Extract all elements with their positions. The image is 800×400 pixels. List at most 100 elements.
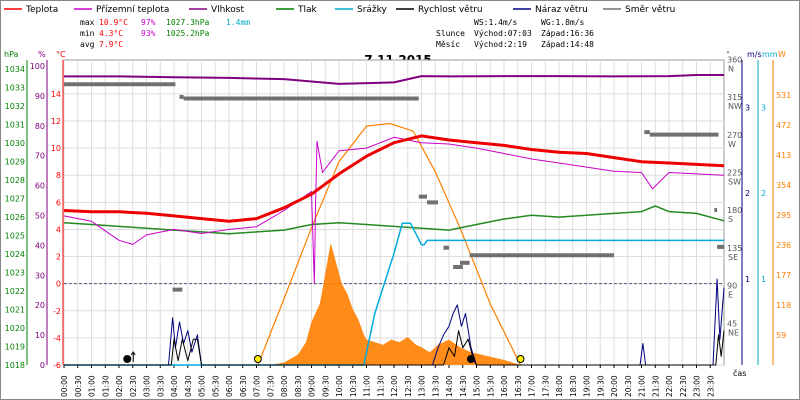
x-tick-label: 16:30	[514, 375, 523, 397]
legend-label: Náraz větru	[535, 5, 588, 15]
stats-max-press: 1027.3hPa	[166, 18, 210, 27]
stats-avg-label: avg	[80, 40, 95, 49]
stats-min-temp: 4.3°C	[99, 29, 123, 38]
x-tick-label: 19:00	[583, 375, 592, 397]
solar-area	[64, 243, 724, 365]
x-tick-label: 04:30	[184, 375, 193, 397]
series-teplota	[63, 134, 725, 223]
axis-hpa-tick: 1021	[5, 306, 25, 315]
axis-temp-tick: 10	[51, 144, 61, 153]
x-tick-label: 01:00	[88, 375, 97, 397]
axis-w-tick: 118	[776, 301, 791, 310]
info-sun-label: Slunce	[436, 29, 465, 38]
x-tick-label: 19:30	[596, 375, 605, 397]
axis-dir-name: E	[728, 291, 733, 300]
axis-hpa-tick: 1026	[5, 213, 25, 222]
axis-pct-tick: 40	[35, 241, 45, 250]
axis-hpa-tick: 1032	[5, 102, 25, 111]
axis-hpa-tick: 1022	[5, 287, 25, 296]
x-tick-label: 04:00	[170, 375, 179, 397]
info-moon-label: Měsíc	[436, 40, 460, 49]
x-tick-label: 20:00	[610, 375, 619, 397]
axis-dir-name: N	[728, 64, 734, 73]
axis-hpa-tick: 1025	[5, 232, 25, 241]
x-tick-label: 23:00	[693, 375, 702, 397]
x-tick-label: 09:30	[321, 375, 330, 397]
stats-max-temp: 10.9°C	[99, 18, 128, 27]
axis-dir-name: NE	[728, 328, 739, 337]
x-tick-label: 02:00	[115, 375, 124, 397]
axis-hpa-tick: 1018	[5, 361, 25, 370]
axis-ms-tick: 1	[745, 275, 750, 284]
x-tick-label: 18:30	[569, 375, 578, 397]
legend-label: Tlak	[297, 5, 318, 15]
axis-pct-tick: 0	[40, 361, 45, 370]
axis-ms-unit: m/s	[747, 50, 762, 59]
stats-min-label: min	[80, 29, 95, 38]
axis-w-unit: W	[778, 50, 786, 59]
x-tick-label: 08:00	[280, 375, 289, 397]
x-tick-label: 07:00	[253, 375, 262, 397]
legend-label: Přízemní teplota	[96, 5, 169, 15]
x-tick-label: 17:30	[541, 375, 550, 397]
series-p-zemn-teplota	[63, 136, 725, 285]
axis-dir-name: S	[728, 215, 733, 224]
info-sun-set: Západ:16:36	[541, 29, 594, 38]
axis-temp-tick: 2	[56, 253, 61, 262]
info-wg: WG:1.8m/s	[541, 18, 585, 27]
stats-max-hum: 97%	[141, 18, 156, 27]
x-tick-label: 06:30	[239, 375, 248, 397]
stats-min-press: 1025.2hPa	[166, 29, 210, 38]
axis-hpa-tick: 1034	[5, 65, 25, 74]
x-tick-label: 00:30	[74, 375, 83, 397]
axis-dir-name: SW	[728, 177, 741, 186]
axis-hpa-tick: 1033	[5, 84, 25, 93]
axis-temp-tick: -2	[53, 307, 61, 316]
x-tick-label: 15:00	[473, 375, 482, 397]
x-tick-label: 17:00	[528, 375, 537, 397]
axis-pct-tick: 100	[30, 62, 45, 71]
x-tick-label: 14:00	[445, 375, 454, 397]
stats-max-label: max	[80, 18, 95, 27]
legend: Teplota Přízemní teplota Vlhkost Tlak Srážky…	[4, 5, 675, 15]
x-tick-label: 11:00	[363, 375, 372, 397]
x-tick-label: 13:30	[431, 375, 440, 397]
x-tick-label: 00:00	[60, 375, 69, 397]
axis-hpa-tick: 1029	[5, 158, 25, 167]
axis-temp-tick: -6	[53, 361, 61, 370]
axis-hpa-tick: 1020	[5, 324, 25, 333]
axis-temp-tick: 8	[56, 171, 61, 180]
axis-dir-tick: 360	[727, 55, 742, 64]
x-tick-label: 13:00	[418, 375, 427, 397]
info-moon-set: Západ:14:48	[541, 40, 594, 49]
axis-w-tick: 236	[776, 241, 791, 250]
axis-pct-tick: 90	[35, 92, 45, 101]
axis-w-tick: 354	[776, 181, 791, 190]
axis-dir-tick: 45	[727, 319, 737, 328]
moonrise-arrowhead	[130, 351, 136, 356]
x-tick-label: 10:00	[335, 375, 344, 397]
stats-max-rain: 1.4mm	[226, 18, 250, 27]
axis-ms-tick: 2	[745, 189, 750, 198]
axis-mm-tick: 3	[761, 103, 766, 112]
x-tick-label: 15:30	[486, 375, 495, 397]
axis-dir-tick: 315	[727, 93, 742, 102]
x-tick-label: 12:30	[404, 375, 413, 397]
axis-dir-name: NW	[728, 102, 742, 111]
series-layer	[63, 74, 725, 366]
stats-min-hum: 93%	[141, 29, 156, 38]
x-tick-label: 11:30	[376, 375, 385, 397]
x-tick-label: 14:30	[459, 375, 468, 397]
x-tick-label: 03:30	[156, 375, 165, 397]
axis-mm-unit: mm	[762, 50, 778, 59]
axis-temp-unit: °C	[56, 50, 66, 59]
moonrise-marker	[123, 355, 132, 363]
x-tick-label: 12:00	[390, 375, 399, 397]
axis-pct-tick: 20	[35, 301, 45, 310]
axis-hpa-unit: hPa	[4, 50, 19, 59]
axis-pct-tick: 50	[35, 211, 45, 220]
axis-pct-unit: %	[38, 50, 46, 59]
info-ws: WS:1.4m/s	[474, 18, 518, 27]
axis-temp-tick: -4	[53, 334, 61, 343]
